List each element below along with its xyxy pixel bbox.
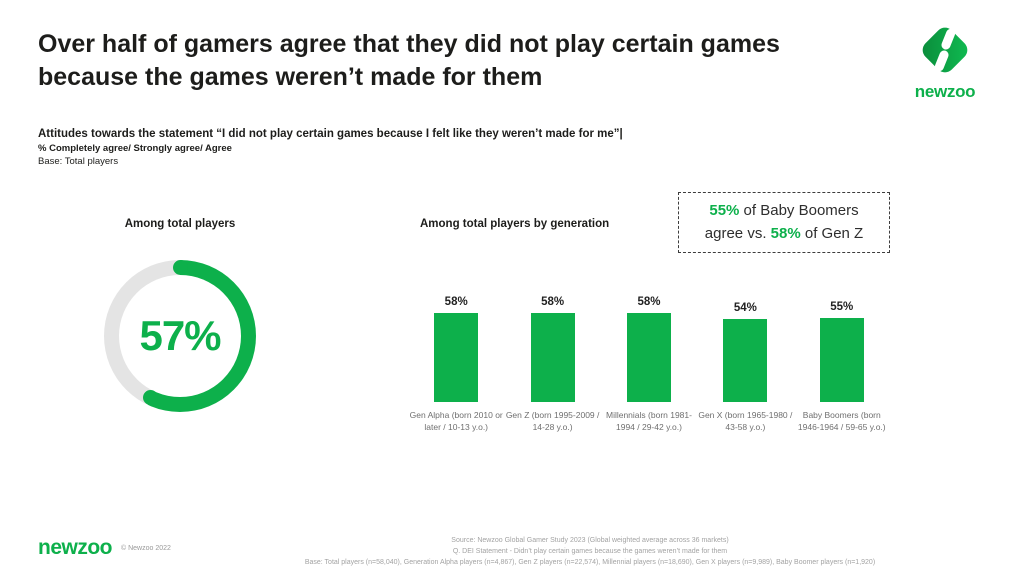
bar-value-label: 58% [637, 296, 661, 308]
newzoo-diamond-icon [922, 27, 968, 73]
donut-section: Among total players 57% [70, 218, 290, 412]
bar-column: 58% Gen Alpha (born 2010 or later / 10-13… [408, 290, 504, 434]
chart-subtitle: Attitudes towards the statement “I did n… [38, 128, 758, 167]
bar-stack: 55% [819, 290, 864, 402]
measure-line: % Completely agree/ Strongly agree/ Agre… [38, 143, 232, 154]
bar [819, 317, 864, 402]
bar-category-label: Baby Boomers (born 1946-1964 / 59-65 y.o… [797, 410, 886, 432]
statement-line: Attitudes towards the statement “I did n… [38, 128, 623, 140]
bar-value-label: 58% [444, 296, 468, 308]
source-notes: Source: Newzoo Global Gamer Study 2023 (… [240, 535, 940, 569]
bar-category-label: Millennials (born 1981-1994 / 29-42 y.o.… [605, 410, 692, 432]
bar-column: 58% Millennials (born 1981-1994 / 29-42 y… [601, 290, 697, 434]
bar [434, 313, 479, 402]
donut-arc-cap [143, 390, 159, 406]
bar-column: 58% Gen Z (born 1995-2009 / 14-28 y.o.) [504, 290, 600, 434]
bar-category-label: Gen Alpha (born 2010 or later / 10-13 y.… [409, 410, 503, 432]
bar-column: 54% Gen X (born 1965-1980 / 43-58 y.o.) [697, 290, 793, 434]
callout-pct-boomers: 55% [709, 202, 740, 219]
donut-chart-title: Among total players [124, 218, 236, 230]
page-title: Over half of gamers agree that they did … [38, 30, 780, 91]
bar-category-label: Gen X (born 1965-1980 / 43-58 y.o.) [698, 410, 793, 432]
source-line-1: Source: Newzoo Global Gamer Study 2023 (… [451, 537, 729, 544]
bar-column: 55% Baby Boomers (born 1946-1964 / 59-65 … [794, 290, 890, 434]
bar [530, 313, 575, 402]
callout-text-1: of Baby Boomers [739, 202, 859, 219]
source-line-3: Base: Total players (n=58,040), Generati… [304, 559, 876, 567]
footer-left: newzoo © Newzoo 2022 [38, 536, 171, 560]
base-line: Base: Total players [38, 156, 119, 167]
bar-category-label: Gen Z (born 1995-2009 / 14-28 y.o.) [505, 410, 600, 432]
newzoo-wordmark: newzoo [914, 82, 976, 101]
bar-value-label: 58% [541, 296, 565, 308]
callout-pct-genz: 58% [770, 224, 801, 242]
bar-stack: 58% [530, 290, 575, 402]
bar-value-label: 54% [733, 302, 757, 315]
callout-text-2: agree vs. [704, 224, 771, 242]
bar [626, 313, 671, 402]
copyright: © Newzoo 2022 [121, 544, 171, 552]
bar-chart: 58% Gen Alpha (born 2010 or later / 10-13… [408, 290, 890, 434]
donut-center-value: 57% [139, 312, 221, 359]
bar-stack: 54% [723, 290, 768, 402]
donut-chart: 57% [104, 260, 256, 412]
callout-box: 55% of Baby Boomers agree vs. 58% of Gen… [678, 192, 890, 253]
donut-arc-cap [172, 260, 188, 275]
bar-stack: 58% [434, 290, 479, 402]
bar [723, 319, 768, 402]
bar-stack: 58% [626, 290, 671, 402]
callout-text-3: of Gen Z [800, 224, 864, 242]
bar-chart-title: Among total players by generation [420, 218, 610, 230]
newzoo-logo: newzoo [900, 20, 990, 102]
footer-newzoo-wordmark: newzoo [38, 536, 113, 559]
donut-hole [119, 275, 241, 397]
bar-value-label: 55% [830, 300, 854, 313]
source-line-2: Q. DEI Statement - Didn’t play certain g… [452, 548, 728, 556]
